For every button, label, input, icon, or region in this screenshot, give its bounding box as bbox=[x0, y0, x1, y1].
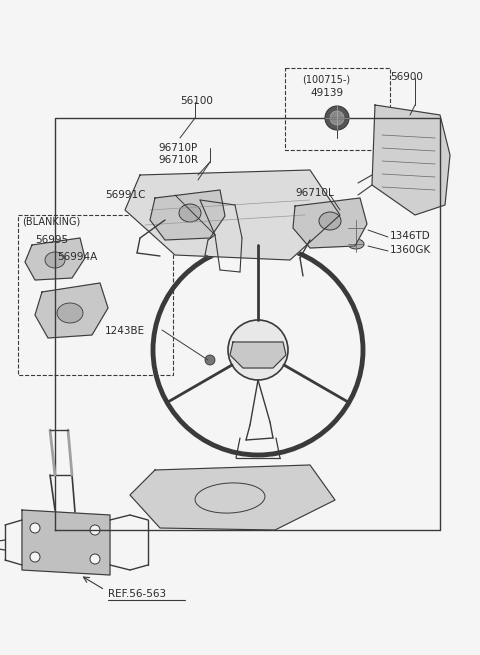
Bar bbox=[285, 68, 390, 150]
Polygon shape bbox=[22, 510, 110, 575]
Text: 1243BE: 1243BE bbox=[105, 326, 145, 336]
Ellipse shape bbox=[57, 303, 83, 323]
Text: 56991C: 56991C bbox=[105, 190, 145, 200]
Ellipse shape bbox=[179, 204, 201, 222]
Text: (BLANKING): (BLANKING) bbox=[22, 217, 80, 227]
Text: 1360GK: 1360GK bbox=[390, 245, 431, 255]
Ellipse shape bbox=[348, 223, 364, 233]
Circle shape bbox=[90, 525, 100, 535]
Polygon shape bbox=[130, 465, 335, 530]
Polygon shape bbox=[25, 238, 85, 280]
Circle shape bbox=[228, 320, 288, 380]
Polygon shape bbox=[293, 198, 367, 248]
Circle shape bbox=[325, 106, 349, 130]
Text: REF.56-563: REF.56-563 bbox=[108, 589, 166, 599]
Polygon shape bbox=[372, 105, 450, 215]
Text: 56994A: 56994A bbox=[57, 252, 97, 262]
Circle shape bbox=[205, 355, 215, 365]
Text: 96710P: 96710P bbox=[158, 143, 197, 153]
Polygon shape bbox=[125, 170, 340, 260]
Text: 96710R: 96710R bbox=[158, 155, 198, 165]
Circle shape bbox=[30, 523, 40, 533]
Ellipse shape bbox=[45, 252, 65, 268]
Text: 49139: 49139 bbox=[310, 88, 343, 98]
Polygon shape bbox=[150, 190, 225, 240]
Circle shape bbox=[330, 111, 344, 125]
Text: 96710L: 96710L bbox=[295, 188, 334, 198]
Bar bbox=[18, 215, 173, 375]
Circle shape bbox=[30, 552, 40, 562]
Polygon shape bbox=[35, 283, 108, 338]
Text: 56995: 56995 bbox=[35, 235, 68, 245]
Text: (100715-): (100715-) bbox=[302, 75, 350, 85]
Ellipse shape bbox=[319, 212, 341, 230]
Text: 56900: 56900 bbox=[390, 72, 423, 82]
Ellipse shape bbox=[348, 239, 364, 249]
Circle shape bbox=[90, 554, 100, 564]
Text: 56100: 56100 bbox=[180, 96, 213, 106]
Text: 1346TD: 1346TD bbox=[390, 231, 431, 241]
Polygon shape bbox=[230, 342, 286, 368]
